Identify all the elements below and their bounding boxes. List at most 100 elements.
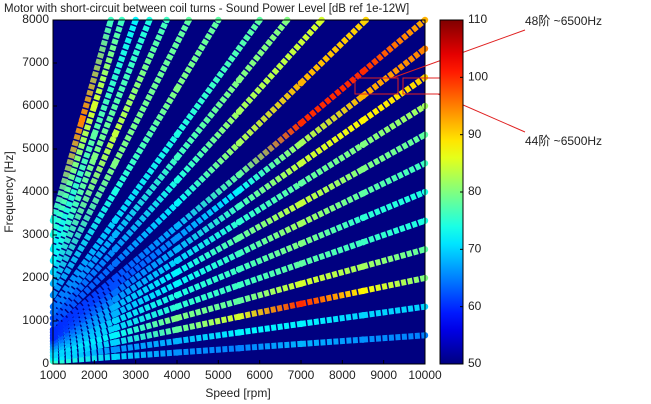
order-line-segment [50, 247, 118, 321]
order-line-segment [175, 266, 241, 298]
order-line-segment [114, 338, 178, 353]
order-line-segment [299, 69, 365, 126]
order-line-segment [50, 161, 118, 286]
order-line-segment [114, 303, 178, 332]
y-tick-label: 5000 [22, 141, 49, 155]
order-line-segment [50, 190, 118, 297]
order-point [297, 340, 305, 348]
order-line-segment [50, 105, 98, 236]
order-line-segment [52, 332, 116, 356]
order-line-segment [299, 142, 365, 186]
order-line-segment [176, 345, 240, 356]
order-line-segment [174, 18, 263, 137]
y-tick-label: 8000 [22, 12, 49, 26]
y-tick-label: 6000 [22, 98, 49, 112]
order-point [359, 141, 367, 148]
order-point [111, 310, 119, 318]
order-line-segment [50, 133, 118, 274]
order-point [173, 269, 181, 276]
order-line-segment [50, 218, 118, 309]
order-line-segment [176, 329, 240, 345]
order-point [173, 131, 181, 138]
order-line-segment [113, 269, 179, 310]
order-line-segment [238, 260, 302, 289]
order-line-segment [113, 224, 179, 281]
order-point [78, 117, 86, 124]
order-point [111, 281, 119, 289]
colorbar-tick-label: 100 [468, 70, 488, 84]
order-point [173, 292, 181, 299]
order-line-segment [114, 315, 178, 339]
order-point [297, 280, 305, 287]
x-tick-label: 9000 [370, 368, 397, 382]
x-tick-label: 1000 [40, 368, 67, 382]
order-point [111, 274, 119, 282]
order-line-segment [300, 287, 364, 307]
order-line-segment [51, 296, 117, 341]
order-line-segment [51, 275, 117, 332]
order-line-segment [50, 119, 85, 222]
order-point [173, 303, 181, 310]
order-line-segment [112, 201, 180, 266]
order-line-segment [299, 166, 365, 207]
order-point [359, 190, 367, 197]
x-tick-label: 3000 [122, 368, 149, 382]
order-point [173, 177, 181, 184]
order-point [173, 349, 181, 356]
order-point [173, 337, 181, 345]
x-tick-label: 6000 [246, 368, 273, 382]
order-line-segment [50, 261, 118, 327]
order-line-segment [52, 346, 116, 362]
order-point [111, 246, 119, 253]
x-axis-label: Speed [rpm] [205, 386, 270, 400]
y-tick-label: 1000 [22, 313, 49, 327]
x-tick-label: 7000 [288, 368, 315, 382]
order-point [111, 231, 119, 239]
highlight-box [354, 77, 399, 95]
colorbar-tick-label: 90 [468, 127, 482, 141]
order-line-segment [238, 280, 302, 304]
order-line-segment [112, 18, 192, 165]
order-line-segment [113, 292, 179, 324]
order-line-segment [238, 320, 302, 336]
order-point [173, 200, 181, 207]
order-point [111, 324, 119, 332]
order-point [297, 200, 305, 207]
order-line-segment [300, 336, 364, 347]
colorbar-tick-label: 70 [468, 242, 482, 256]
order-point [235, 313, 243, 320]
order-point [297, 240, 305, 247]
order-point [235, 140, 243, 147]
order-point [111, 353, 119, 361]
order-line-segment [300, 263, 364, 287]
order-line-segment [362, 303, 426, 319]
order-line-segment [362, 246, 426, 270]
order-point [235, 329, 243, 336]
order-line-segment [361, 160, 427, 197]
x-tick-label: 2000 [81, 368, 108, 382]
colorbar-tick-label: 60 [468, 299, 482, 313]
order-point [111, 303, 119, 310]
order-point [111, 160, 119, 167]
chart-title: Motor with short-circuit between coil tu… [4, 3, 409, 15]
order-point [297, 180, 305, 187]
order-point [297, 220, 305, 227]
order-point [235, 345, 243, 352]
order-point [235, 203, 243, 210]
x-tick-label: 5000 [205, 368, 232, 382]
order-point [297, 300, 305, 307]
order-point [297, 160, 305, 167]
order-line-segment [238, 300, 302, 320]
order-point [111, 217, 119, 224]
order-line-segment [237, 220, 303, 257]
order-line-segment [79, 19, 114, 122]
order-point [111, 131, 119, 138]
order-point [173, 234, 181, 242]
order-point [173, 246, 181, 253]
order-line-segment [52, 339, 116, 359]
order-line-segment [298, 17, 369, 86]
order-point [91, 102, 98, 110]
order-line-segment [51, 311, 117, 347]
order-point [297, 79, 305, 87]
order-line-segment [238, 340, 302, 352]
